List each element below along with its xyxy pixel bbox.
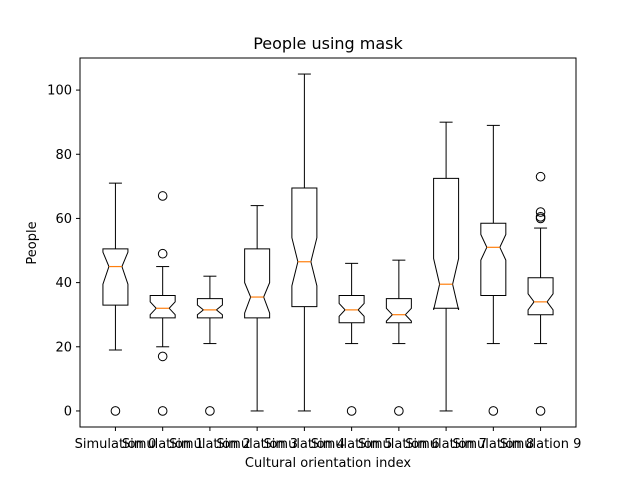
outlier-point xyxy=(157,406,168,416)
outlier-point xyxy=(394,406,404,416)
outlier-point xyxy=(346,406,357,416)
y-axis: 0 20 40 60 80 100 xyxy=(47,84,80,419)
outlier-point xyxy=(535,171,546,182)
x-tick-label: Simulation 4 xyxy=(264,437,346,452)
x-tick-label: Simulation 3 xyxy=(216,437,298,452)
notched-box xyxy=(196,298,223,319)
y-tick-label: 60 xyxy=(55,212,72,227)
x-tick-label: Simulation 6 xyxy=(358,437,440,452)
notched-box xyxy=(433,177,460,310)
chart-title: People using mask xyxy=(253,34,403,53)
outlier-point xyxy=(488,406,499,416)
notched-box xyxy=(102,248,129,306)
y-tick-label: 100 xyxy=(47,84,72,99)
outlier-point xyxy=(157,248,168,259)
x-tick-label: Simulation 8 xyxy=(453,437,535,452)
outlier-point xyxy=(157,351,168,362)
box-series xyxy=(102,73,554,416)
notched-box xyxy=(527,277,554,316)
x-tick-label: Simulation 5 xyxy=(311,437,393,452)
x-tick-label: Simulation 2 xyxy=(169,437,251,452)
x-tick-label: Simulation 9 xyxy=(500,437,582,452)
outlier-point xyxy=(110,406,121,416)
y-tick-label: 40 xyxy=(55,276,72,291)
x-tick-label: Simulation 0 xyxy=(75,437,157,452)
notched-box xyxy=(244,248,271,319)
notched-box xyxy=(149,294,176,319)
notched-box xyxy=(385,298,412,324)
x-tick-label: Simulation 1 xyxy=(122,437,204,452)
outlier-point xyxy=(535,406,546,416)
x-axis-label: Cultural orientation index xyxy=(245,456,411,471)
notched-box xyxy=(338,294,365,324)
outlier-point xyxy=(157,191,168,201)
y-tick-label: 20 xyxy=(55,340,72,355)
x-tick-label: Simulation 7 xyxy=(405,437,487,452)
outlier-point xyxy=(535,212,546,222)
y-axis-label: People xyxy=(25,221,40,264)
outlier-point xyxy=(205,406,215,416)
outlier-point xyxy=(535,207,546,217)
notched-box xyxy=(291,187,318,308)
notched-box xyxy=(480,222,507,296)
y-tick-label: 0 xyxy=(64,404,72,419)
plot-area-frame xyxy=(79,57,577,428)
y-tick-label: 80 xyxy=(55,148,72,163)
